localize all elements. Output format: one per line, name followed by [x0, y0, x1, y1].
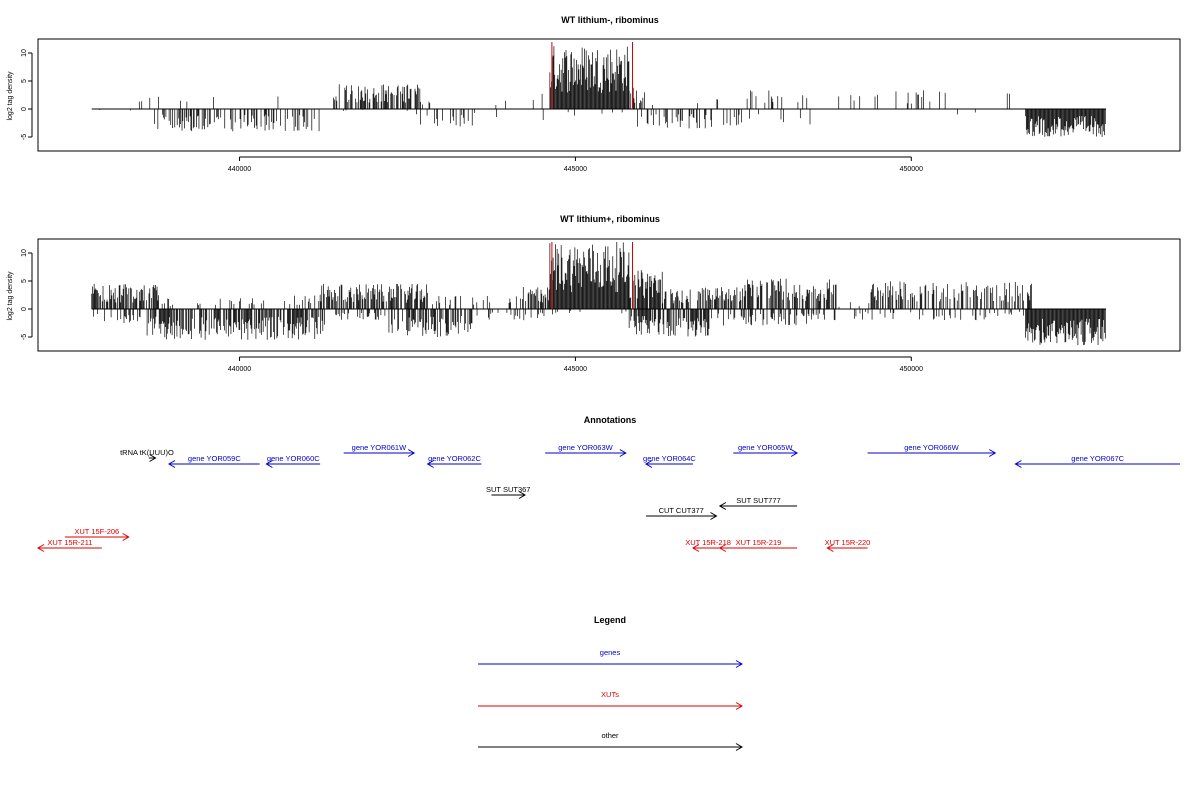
axes-group: -5 0 5 10 440000 445000 450000	[21, 49, 923, 173]
annotations-panel: Annotations tRNA tK(UUU)O gene YOR059C gen…	[37, 415, 1180, 552]
feature-label: gene YOR063W	[558, 443, 613, 452]
arrow-head-icon	[710, 512, 718, 520]
legend-title: Legend	[594, 615, 626, 625]
feature-label: SUT SUT367	[486, 485, 530, 494]
annotation-gene-yor066w: gene YOR066W	[867, 443, 997, 457]
legend-items: genes XUTs other	[478, 648, 743, 751]
feature-label: XUT 15R-218	[685, 538, 731, 547]
plot-frame	[37, 238, 1181, 352]
bars-group	[91, 241, 1107, 346]
annotation-gene-yor063w: gene YOR063W	[545, 443, 627, 457]
feature-label: XUT 15F-206	[74, 527, 119, 536]
annotation-sut-sut367: SUT SUT367	[486, 485, 530, 499]
annotation-gene-yor064c: gene YOR064C	[643, 454, 696, 468]
annotation-gene-yor065w: gene YOR065W	[733, 443, 799, 457]
arrow-head-icon	[1014, 460, 1022, 468]
x-tick-label: 445000	[564, 366, 587, 373]
y-axis-label: log2 tag density	[7, 71, 14, 121]
annotation-gene-yor061w: gene YOR061W	[343, 443, 416, 457]
y-tick-label: 5	[21, 279, 28, 283]
arrow-head-icon	[265, 460, 273, 468]
plot-frame	[37, 38, 1181, 152]
feature-label: gene YOR066W	[904, 443, 959, 452]
axes-group: -5 0 5 10 440000 445000 450000	[21, 249, 923, 373]
feature-label: gene YOR059C	[188, 454, 241, 463]
panel-title: WT lithium-, ribominus	[561, 15, 659, 25]
annotation-gene-yor067c: gene YOR067C	[1014, 454, 1180, 468]
y-tick-label: -5	[21, 334, 28, 340]
y-tick-label: -5	[21, 134, 28, 140]
annotation-xut-15r-220: XUT 15R-220	[825, 538, 871, 552]
annotation-gene-yor062c: gene YOR062C	[426, 454, 481, 468]
arrow-head-icon	[149, 454, 157, 462]
annotation-xut-15f-206: XUT 15F-206	[64, 527, 130, 541]
arrow-head-icon	[735, 702, 743, 710]
arrow-head-icon	[718, 544, 727, 552]
arrow-head-icon	[122, 533, 130, 541]
legend-label: XUTs	[601, 690, 619, 699]
y-axis-label: log2 tag density	[7, 271, 14, 321]
panel-lithium-minus: WT lithium-, ribominus log2 tag density …	[7, 15, 1181, 173]
bars-group	[91, 42, 1107, 137]
x-tick-label: 445000	[564, 166, 587, 173]
panel-title: WT lithium+, ribominus	[560, 214, 660, 224]
arrow-head-icon	[518, 491, 527, 499]
panel-lithium-plus: WT lithium+, ribominus log2 tag density …	[7, 214, 1181, 373]
x-tick-label: 450000	[900, 366, 923, 373]
annotation-trna-tk-uuu-o: tRNA tK(UUU)O	[120, 448, 174, 462]
feature-label: gene YOR067C	[1071, 454, 1124, 463]
legend-label: other	[601, 731, 619, 740]
arrow-head-icon	[644, 460, 653, 468]
feature-label: CUT CUT377	[659, 506, 704, 515]
arrow-head-icon	[989, 449, 997, 457]
annotation-gene-yor059c: gene YOR059C	[168, 454, 260, 468]
annotation-items: tRNA tK(UUU)O gene YOR059C gene YOR060C gen…	[37, 443, 1180, 552]
x-tick-label: 440000	[228, 366, 251, 373]
arrow-head-icon	[407, 449, 416, 457]
legend-entry-xuts: XUTs	[478, 690, 743, 710]
legend-entry-genes: genes	[478, 648, 743, 668]
arrow-head-icon	[168, 460, 176, 468]
feature-label: gene YOR065W	[738, 443, 793, 452]
arrow-head-icon	[826, 544, 834, 552]
annotation-sut-sut777: SUT SUT777	[718, 496, 798, 510]
annotation-xut-15r-211: XUT 15R-211	[37, 538, 102, 552]
annotation-gene-yor060c: gene YOR060C	[265, 454, 320, 468]
arrow-head-icon	[691, 544, 700, 552]
y-tick-label: 10	[21, 249, 28, 257]
x-tick-label: 440000	[228, 166, 251, 173]
y-tick-label: 5	[21, 79, 28, 83]
legend-panel: Legend genes XUTs other	[478, 615, 743, 751]
y-tick-label: 10	[21, 49, 28, 57]
feature-label: gene YOR064C	[643, 454, 696, 463]
feature-label: tRNA tK(UUU)O	[120, 448, 174, 457]
feature-label: XUT 15R-211	[47, 538, 92, 547]
arrow-head-icon	[790, 449, 799, 457]
annotations-title: Annotations	[584, 415, 637, 425]
arrow-head-icon	[426, 460, 434, 468]
x-tick-label: 450000	[900, 166, 923, 173]
feature-label: gene YOR062C	[428, 454, 481, 463]
arrow-head-icon	[735, 660, 743, 668]
arrow-head-icon	[619, 449, 627, 457]
y-tick-label: 0	[21, 307, 28, 311]
legend-entry-other: other	[478, 731, 743, 751]
legend-label: genes	[600, 648, 621, 657]
feature-label: gene YOR061W	[352, 443, 407, 452]
y-tick-label: 0	[21, 107, 28, 111]
annotation-cut-cut377: CUT CUT377	[645, 506, 718, 520]
feature-label: XUT 15R-219	[736, 538, 782, 547]
feature-label: gene YOR060C	[267, 454, 320, 463]
arrow-head-icon	[718, 502, 727, 510]
arrow-head-icon	[735, 743, 743, 751]
arrow-head-icon	[37, 544, 45, 552]
feature-label: XUT 15R-220	[825, 538, 871, 547]
annotation-xut-15r-218: XUT 15R-218	[685, 538, 731, 552]
feature-label: SUT SUT777	[736, 496, 780, 505]
annotation-xut-15r-219: XUT 15R-219	[718, 538, 798, 552]
